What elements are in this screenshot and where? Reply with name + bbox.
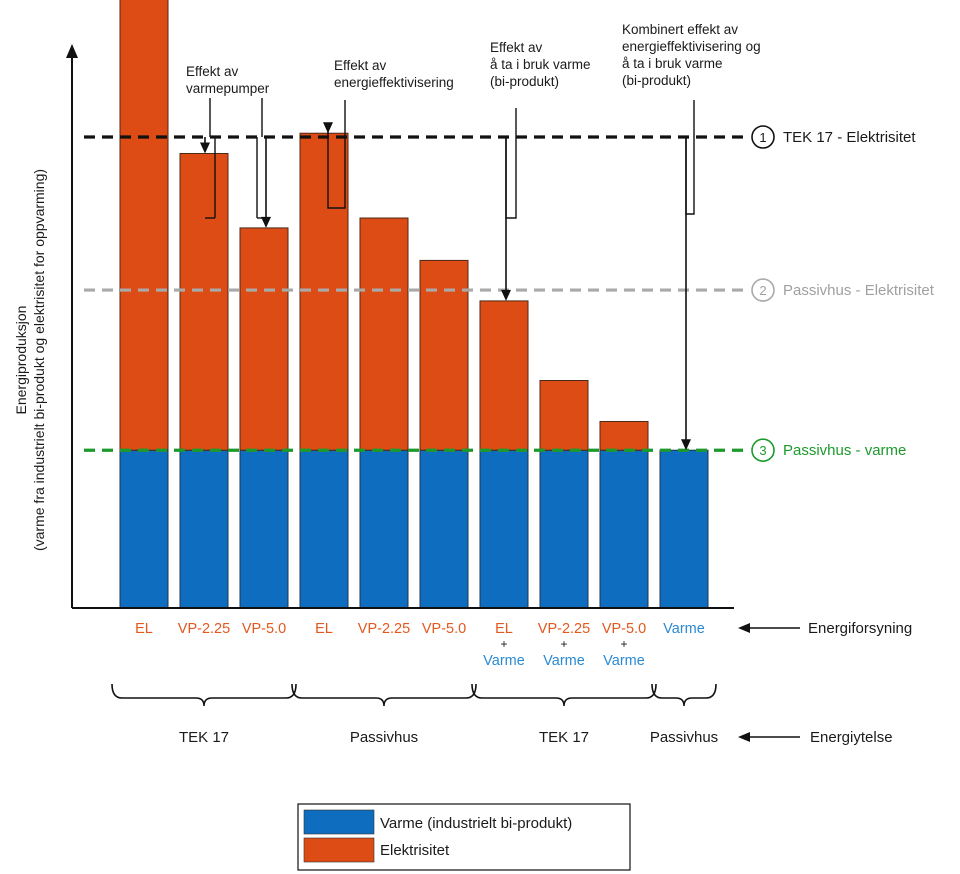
group-braces: TEK 17 Passivhus TEK 17 Passivhus: [111, 683, 718, 746]
supply-row-label: Energiforsyning: [738, 620, 912, 637]
annotation-text: å ta i bruk varme: [490, 57, 591, 72]
group-brace: [651, 683, 717, 707]
legend-swatch-electricity: [303, 837, 375, 863]
reference-line-label: Passivhus - Elektrisitet: [783, 282, 935, 299]
x-tick-label: VP-2.25: [358, 621, 410, 637]
x-tick-label: VP-5.0: [602, 621, 646, 637]
bar-heat: [659, 449, 709, 609]
x-tick-sublabel: Varme: [483, 653, 525, 669]
legend-label-electricity: Elektrisitet: [380, 842, 450, 859]
reference-line-number: 1: [759, 130, 766, 145]
supply-label: Energiforsyning: [808, 620, 912, 637]
bar-electricity: [539, 380, 589, 451]
bar-electricity: [119, 0, 169, 451]
group-brace: [471, 683, 657, 707]
legend: Varme (industrielt bi-produkt) Elektrisi…: [297, 803, 631, 871]
bar-electricity: [239, 227, 289, 451]
group-label: Passivhus: [650, 729, 718, 746]
y-axis-arrowhead: [66, 44, 78, 58]
bar-electricity: [179, 152, 229, 451]
group-label: Passivhus: [350, 729, 418, 746]
bar-heat: [599, 449, 649, 609]
x-tick-sublabel: Varme: [603, 653, 645, 669]
reference-line-number: 3: [759, 443, 766, 458]
x-tick-plus: +: [500, 637, 507, 651]
bar-electricity: [359, 217, 409, 451]
annotation-text: å ta i bruk varme: [622, 56, 723, 71]
annotation-bracket: [327, 100, 346, 209]
annotation-arrowhead: [323, 122, 333, 134]
annotation-text: Effekt av: [490, 40, 543, 55]
bar-electricity: [419, 259, 469, 451]
bar-electricity: [479, 300, 529, 451]
x-tick-label: Varme: [663, 621, 705, 637]
bar-heat: [179, 449, 229, 609]
x-tick-label: EL: [135, 621, 153, 637]
bar-heat: [479, 449, 529, 609]
y-axis-label: Energiproduksjon (varme fra industrielt …: [13, 169, 47, 551]
annotation-arrowhead: [501, 289, 511, 301]
x-tick-label: VP-2.25: [538, 621, 590, 637]
annotation-text: Kombinert effekt av: [622, 22, 738, 37]
bar-electricity: [299, 132, 349, 451]
reference-lines: [84, 135, 746, 452]
bar-heat: [299, 449, 349, 609]
x-tick-label: VP-5.0: [242, 621, 286, 637]
x-tick-label: VP-2.25: [178, 621, 230, 637]
annotation-arrowhead: [261, 216, 271, 228]
annotation-bracket: [505, 108, 517, 219]
reference-line-marker: [751, 438, 775, 463]
reference-line-marker: [751, 125, 775, 149]
legend-label-heat: Varme (industrielt bi-produkt): [380, 815, 572, 832]
reference-line-number: 2: [759, 283, 766, 298]
annotations: Effekt av varmepumper Effekt av energieffek…: [186, 22, 761, 451]
x-tick-label: EL: [315, 621, 333, 637]
y-axis-label-line2: (varme fra industrielt bi-produkt og ele…: [31, 169, 47, 551]
bar-heat: [239, 449, 289, 609]
reference-line-label: Passivhus - varme: [783, 442, 906, 459]
x-tick-sublabel: Varme: [543, 653, 585, 669]
bar-heat: [539, 449, 589, 609]
x-tick-plus: +: [620, 637, 627, 651]
annotation-text: (bi-produkt): [490, 74, 559, 89]
x-tick-plus: +: [560, 637, 567, 651]
annotation-text: varmepumper: [186, 81, 270, 96]
x-tick-labels: EL VP-2.25 VP-5.0 EL VP-2.25 VP-5.0 EL+VarmeVP…: [135, 621, 705, 669]
annotation-bracket: [685, 100, 695, 215]
group-label: TEK 17: [179, 729, 229, 746]
bars-layer: [119, 0, 709, 609]
reference-line-labels: 1 TEK 17 - Elektrisitet 2 Passivhus - Elekt…: [751, 125, 935, 463]
group-brace: [111, 683, 297, 707]
annotation-text: Effekt av: [186, 64, 239, 79]
reference-line-label: TEK 17 - Elektrisitet: [783, 129, 916, 146]
reference-line-marker: [751, 278, 775, 302]
x-tick-label: EL: [495, 621, 513, 637]
group-brace: [291, 683, 477, 707]
annotation-text: energieffektivisering: [334, 75, 454, 90]
bar-heat: [359, 449, 409, 609]
y-axis-label-line1: Energiproduksjon: [13, 306, 29, 415]
group-label: TEK 17: [539, 729, 589, 746]
annotation-text: (bi-produkt): [622, 73, 691, 88]
legend-swatch-heat: [303, 809, 375, 835]
annotation-text: Effekt av: [334, 58, 387, 73]
x-tick-label: VP-5.0: [422, 621, 466, 637]
bar-electricity: [599, 420, 649, 451]
annotation-text: energieffektivisering og: [622, 39, 761, 54]
annotation-arrowhead: [200, 142, 210, 154]
bar-heat: [419, 449, 469, 609]
bar-heat: [119, 449, 169, 609]
performance-label: Energiytelse: [810, 729, 893, 746]
annotation-arrowhead: [681, 439, 691, 451]
performance-row-label: Energiytelse: [738, 729, 893, 746]
